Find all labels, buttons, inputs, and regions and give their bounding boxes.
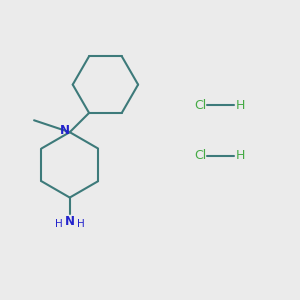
Text: N: N	[59, 124, 69, 137]
Text: H: H	[236, 149, 246, 162]
Text: H: H	[236, 99, 246, 112]
Text: Cl: Cl	[195, 99, 207, 112]
Text: Cl: Cl	[195, 149, 207, 162]
Text: H: H	[55, 219, 62, 229]
Text: H: H	[77, 219, 85, 229]
Text: N: N	[65, 214, 75, 227]
